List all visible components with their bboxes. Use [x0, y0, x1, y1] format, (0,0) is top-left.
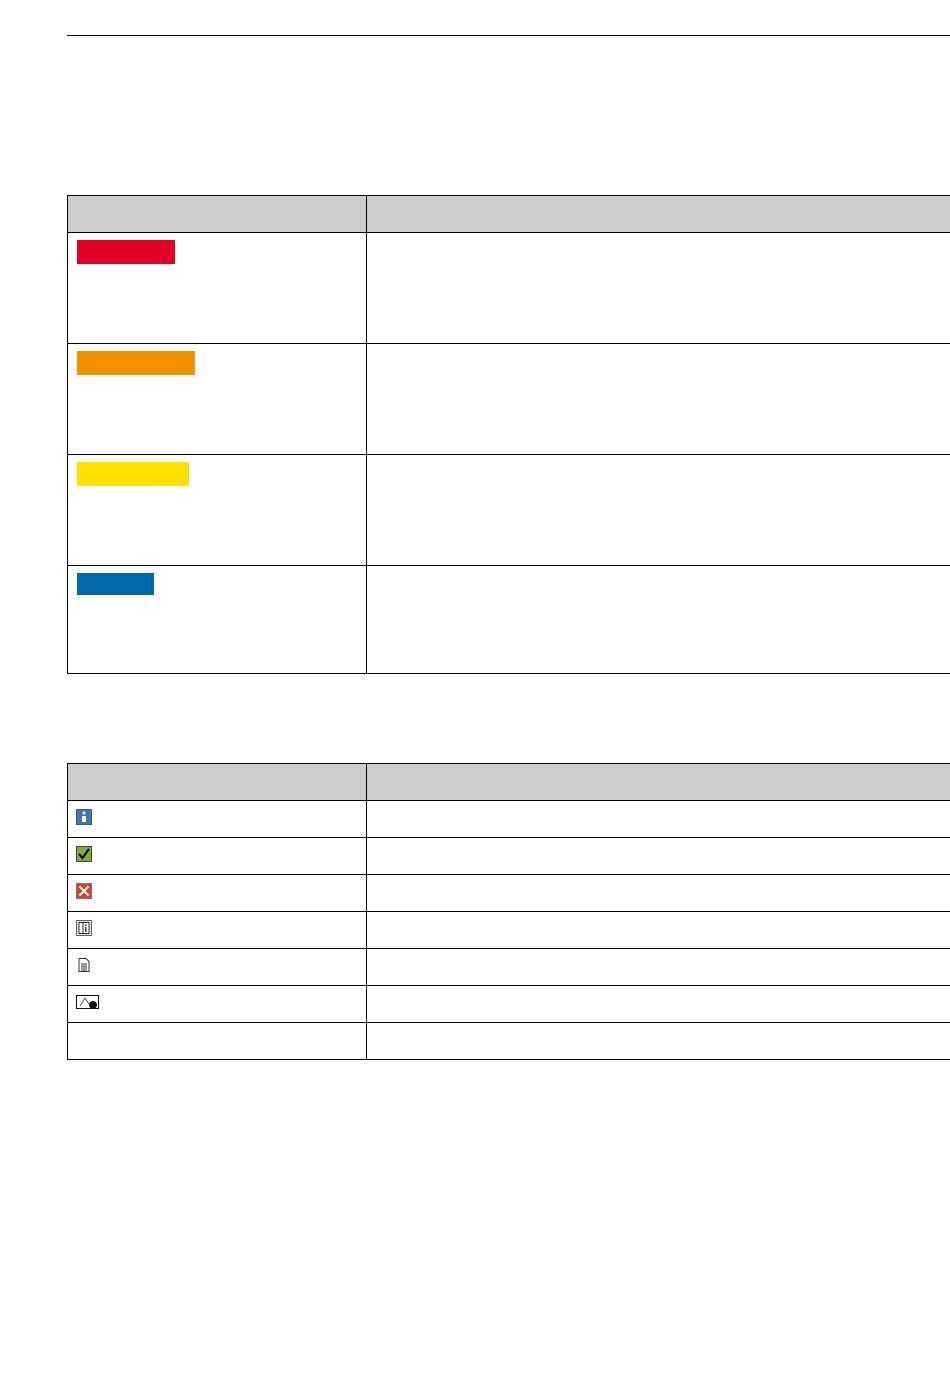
header-rule — [67, 35, 950, 36]
manual-reference-icon — [76, 920, 92, 936]
table-header-row — [67, 763, 950, 801]
header-cell — [366, 195, 950, 233]
graphic-reference-icon — [76, 994, 100, 1010]
orange-severity-swatch — [77, 351, 195, 375]
error-x-icon — [76, 883, 92, 899]
table-row — [67, 911, 950, 949]
header-cell — [67, 763, 367, 801]
document-icon — [76, 957, 92, 973]
severity-color-table — [67, 195, 950, 674]
yellow-severity-swatch — [77, 462, 189, 486]
table-row — [67, 565, 950, 674]
blue-severity-swatch — [77, 573, 154, 595]
table-row — [67, 232, 950, 344]
icon-table — [67, 763, 950, 1060]
red-severity-swatch — [77, 240, 175, 264]
header-cell — [67, 195, 367, 233]
table-row — [67, 1022, 950, 1060]
checkmark-icon — [76, 846, 92, 862]
header-cell — [366, 763, 950, 801]
table-row — [67, 454, 950, 566]
info-icon — [76, 809, 92, 825]
table-row — [67, 343, 950, 455]
table-row — [67, 837, 950, 875]
table-row — [67, 948, 950, 986]
table-row — [67, 874, 950, 912]
table-row — [67, 800, 950, 838]
table-header-row — [67, 195, 950, 233]
table-row — [67, 985, 950, 1023]
